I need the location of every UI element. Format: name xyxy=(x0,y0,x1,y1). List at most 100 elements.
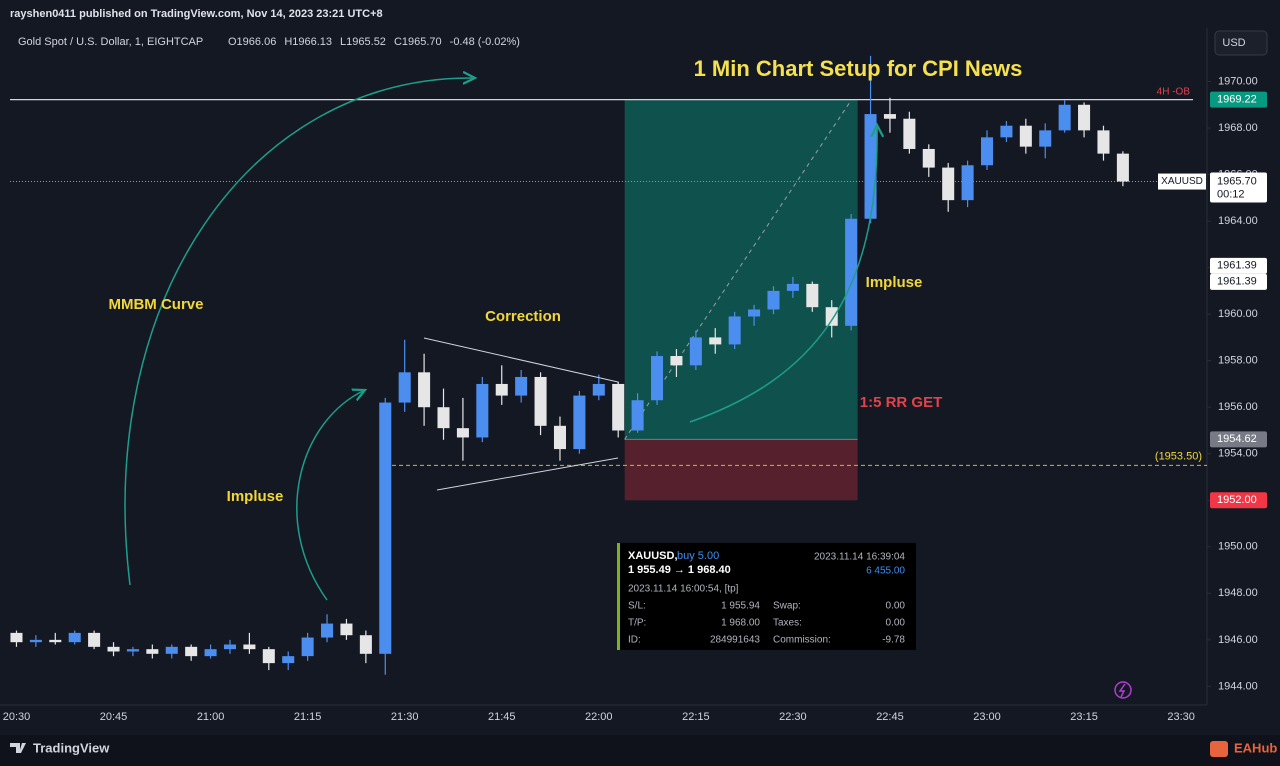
candle-body xyxy=(922,148,935,168)
candle-body xyxy=(864,114,877,219)
candle-body xyxy=(146,649,159,654)
candle-body xyxy=(1116,153,1129,182)
last-price-label: 1965.70 xyxy=(1217,175,1257,187)
price-tag xyxy=(1210,492,1267,509)
trade-box-accent xyxy=(617,543,620,650)
price-tag-label: 1954.62 xyxy=(1217,433,1257,445)
y-tick-label: 1960.00 xyxy=(1218,308,1258,320)
x-tick-label: 23:00 xyxy=(973,711,1001,723)
candle-body xyxy=(107,646,120,652)
symbol: Gold Spot / U.S. Dollar, 1, EIGHTCAP xyxy=(18,36,203,48)
annotation: 1:5 RR GET xyxy=(860,394,943,411)
trade-box: XAUUSD, buy 5.00 1 955.49 → 1 968.40 202… xyxy=(617,543,916,650)
x-tick-label: 21:15 xyxy=(294,711,322,723)
candle-body xyxy=(185,646,198,657)
y-tick-label: 1970.00 xyxy=(1218,75,1258,87)
candle-body xyxy=(573,395,586,450)
candle-body xyxy=(1039,130,1052,147)
candle-body xyxy=(709,337,722,345)
price-tag xyxy=(1210,91,1267,108)
x-tick-label: 21:45 xyxy=(488,711,516,723)
x-tick-label: 23:30 xyxy=(1167,711,1195,723)
candle-body xyxy=(1058,104,1071,131)
y-tick-label: 1946.00 xyxy=(1218,634,1258,646)
x-tick-label: 23:15 xyxy=(1070,711,1098,723)
trade-close-time: 2023.11.14 16:39:04 xyxy=(814,552,905,563)
candle-body xyxy=(728,316,741,345)
symbol-tag-label: XAUUSD xyxy=(1161,176,1203,187)
x-tick-label: 21:00 xyxy=(197,711,225,723)
candle-body xyxy=(612,383,625,431)
y-tick-label: 1964.00 xyxy=(1218,215,1258,227)
candles xyxy=(10,55,1129,675)
candle-body xyxy=(398,372,411,403)
ob-label: 4H -OB xyxy=(1157,86,1191,97)
lines xyxy=(10,99,1207,466)
candle-body xyxy=(1000,125,1013,138)
candle-body xyxy=(534,376,547,426)
candle-body xyxy=(592,383,605,396)
y-tick-label: 1956.00 xyxy=(1218,401,1258,413)
ohlc-value: O1966.06 xyxy=(228,36,276,48)
annotation: Correction xyxy=(485,308,561,325)
trade-field: 0.00 xyxy=(886,601,906,612)
annotation: MMBM Curve xyxy=(108,296,203,313)
x-tick-label: 22:15 xyxy=(682,711,710,723)
annotation: Impluse xyxy=(866,274,923,291)
candle-body xyxy=(359,635,372,654)
x-tick-label: 21:30 xyxy=(391,711,419,723)
trade-field: Taxes: xyxy=(773,618,802,629)
candle-body xyxy=(282,656,295,664)
candle-body xyxy=(340,623,353,636)
ohlc-value: L1965.52 xyxy=(340,36,386,48)
trade-field: Swap: xyxy=(773,601,801,612)
price-tag-label: 1952.00 xyxy=(1217,494,1257,506)
candle-body xyxy=(418,372,431,408)
curve-arrow xyxy=(296,390,365,601)
candle-body xyxy=(942,167,955,201)
target-zone xyxy=(624,99,858,440)
y-tick-label: 1968.00 xyxy=(1218,122,1258,134)
candle-body xyxy=(262,649,275,664)
candle-body xyxy=(321,623,334,638)
trade-side: buy 5.00 xyxy=(677,550,719,562)
chart-title: 1 Min Chart Setup for CPI News xyxy=(694,56,1023,81)
candle-body xyxy=(49,639,62,643)
curve-arrow xyxy=(689,125,877,423)
candle-body xyxy=(1078,104,1091,131)
symbol-tag xyxy=(1158,173,1206,190)
candle-body xyxy=(961,165,974,201)
trade-open-time: 2023.11.14 16:00:54, [tp] xyxy=(628,584,739,595)
price-tag-label: 1961.39 xyxy=(1217,260,1257,272)
x-tick-label: 22:30 xyxy=(779,711,807,723)
ohlc-value: C1965.70 xyxy=(394,36,442,48)
grid: 1944.00 1946.00 1948.00 1950.00 1952.00 1954.… xyxy=(3,75,1258,722)
candle-body xyxy=(903,118,916,149)
price-tag xyxy=(1210,273,1267,290)
trade-field: S/L: xyxy=(628,601,646,612)
watermark-icon xyxy=(1210,741,1228,757)
candle-body xyxy=(786,283,799,291)
candle-body xyxy=(651,356,664,401)
currency-button[interactable] xyxy=(1214,30,1268,56)
candle-body xyxy=(88,632,101,647)
level-label: (1953.50) xyxy=(1155,450,1202,462)
candle-body xyxy=(495,383,508,396)
price-tag xyxy=(1210,431,1267,448)
y-tick-label: 1954.00 xyxy=(1218,448,1258,460)
drawings xyxy=(124,78,877,601)
triangle-line xyxy=(423,337,619,383)
trade-field: ID: xyxy=(628,635,641,646)
candle-body xyxy=(767,290,780,310)
y-tick-label: 1948.00 xyxy=(1218,587,1258,599)
x-tick-label: 22:00 xyxy=(585,711,613,723)
candle-body xyxy=(126,649,139,652)
trade-field: 1 968.00 xyxy=(721,618,760,629)
publisher: rayshen0411 published on TradingView.com… xyxy=(10,8,383,20)
candle-body xyxy=(223,644,237,650)
candle-body xyxy=(456,428,469,438)
trade-rows: S/L: 1 955.94 Swap: 0.00 T/P: 1 968.00 Taxes: 0… xyxy=(628,601,905,646)
y-tick-label: 1958.00 xyxy=(1218,355,1258,367)
candle-body xyxy=(68,632,81,643)
